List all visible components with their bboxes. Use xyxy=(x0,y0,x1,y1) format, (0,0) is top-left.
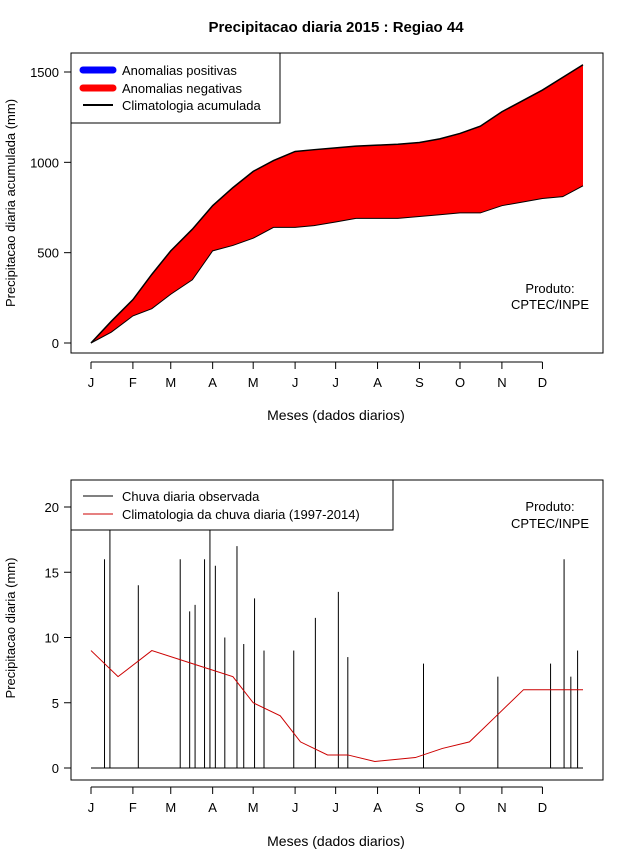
x-tick-label-p1-7: A xyxy=(373,375,382,390)
figure-title: Precipitacao diaria 2015 : Regiao 44 xyxy=(208,19,464,36)
legend-label-climatology-daily: Climatologia da chuva diaria (1997-2014) xyxy=(122,507,360,522)
daily-chart: 0 5 10 15 20 J F M A M J J A S O N D Precipitacao diari… xyxy=(3,479,604,849)
y-axis-label-p2: Precipitacao diaria (mm) xyxy=(3,558,18,699)
x-tick-label-p2-11: D xyxy=(538,800,547,815)
negative-anomaly-area xyxy=(91,64,583,344)
x-tick-label-p2-0: J xyxy=(88,800,95,815)
x-tick-label-p1-11: D xyxy=(538,375,547,390)
y-tick-label-p1-2: 1000 xyxy=(30,155,59,170)
watermark-line1-p2: Produto: xyxy=(525,499,574,514)
x-tick-label-p1-6: J xyxy=(332,375,339,390)
y-tick-label-p1-0: 0 xyxy=(52,336,59,351)
y-axis-p2: 0 5 10 15 20 xyxy=(45,500,72,776)
anomaly-area-layer xyxy=(90,64,584,344)
y-tick-label-p2-0: 0 xyxy=(52,761,59,776)
legend-label-positive: Anomalias positivas xyxy=(122,63,237,78)
y-tick-label-p2-1: 5 xyxy=(52,696,59,711)
x-tick-label-p1-3: A xyxy=(208,375,217,390)
y-axis-label-p1: Precipitacao diaria acumulada (mm) xyxy=(3,99,18,307)
y-tick-label-p1-1: 500 xyxy=(37,246,59,261)
x-tick-label-p2-6: J xyxy=(332,800,339,815)
x-tick-label-p2-2: M xyxy=(165,800,176,815)
legend-p1: Anomalias positivas Anomalias negativas … xyxy=(70,52,281,124)
x-tick-label-p1-8: S xyxy=(415,375,424,390)
x-tick-label-p2-10: N xyxy=(497,800,506,815)
legend-box-p2 xyxy=(70,479,394,531)
watermark-line1-p1: Produto: xyxy=(525,281,574,296)
legend-label-observed: Chuva diaria observada xyxy=(122,489,260,504)
x-tick-label-p1-9: O xyxy=(455,375,465,390)
legend-label-climatology: Climatologia acumulada xyxy=(122,98,262,113)
observed-cumulative-line xyxy=(90,185,584,344)
x-tick-label-p2-3: A xyxy=(208,800,217,815)
watermark-line2-p2: CPTEC/INPE xyxy=(511,516,589,531)
x-tick-label-p2-9: O xyxy=(455,800,465,815)
x-tick-label-p1-10: N xyxy=(497,375,506,390)
accumulated-chart: 0 500 1000 1500 J F M A M J J A S O N D Precipitacao d… xyxy=(3,52,604,423)
climatology-daily-line xyxy=(90,649,583,762)
x-tick-label-p1-1: F xyxy=(129,375,137,390)
watermark-line2-p1: CPTEC/INPE xyxy=(511,297,589,312)
x-axis-label-p1: Meses (dados diarios) xyxy=(267,407,405,423)
daily-lines-layer xyxy=(90,481,583,769)
x-tick-label-p1-0: J xyxy=(88,375,95,390)
y-tick-label-p2-3: 15 xyxy=(45,565,59,580)
y-tick-label-p2-4: 20 xyxy=(45,500,59,515)
y-tick-label-p1-3: 1500 xyxy=(30,65,59,80)
y-tick-label-p2-2: 10 xyxy=(45,631,59,646)
x-tick-label-p1-4: M xyxy=(248,375,259,390)
x-tick-label-p2-4: M xyxy=(248,800,259,815)
plot-frame-p1 xyxy=(70,52,604,354)
legend-label-negative: Anomalias negativas xyxy=(122,81,242,96)
x-tick-label-p2-7: A xyxy=(373,800,382,815)
x-tick-label-p1-2: M xyxy=(165,375,176,390)
climatology-cumulative-line xyxy=(90,64,584,344)
x-axis-label-p2: Meses (dados diarios) xyxy=(267,833,405,849)
y-axis-p1: 0 500 1000 1500 xyxy=(30,65,72,351)
x-tick-label-p1-5: J xyxy=(292,375,299,390)
legend-p2: Chuva diaria observada Climatologia da c… xyxy=(70,479,394,531)
x-tick-label-p2-5: J xyxy=(292,800,299,815)
x-tick-label-p2-8: S xyxy=(415,800,424,815)
x-tick-label-p2-1: F xyxy=(129,800,137,815)
